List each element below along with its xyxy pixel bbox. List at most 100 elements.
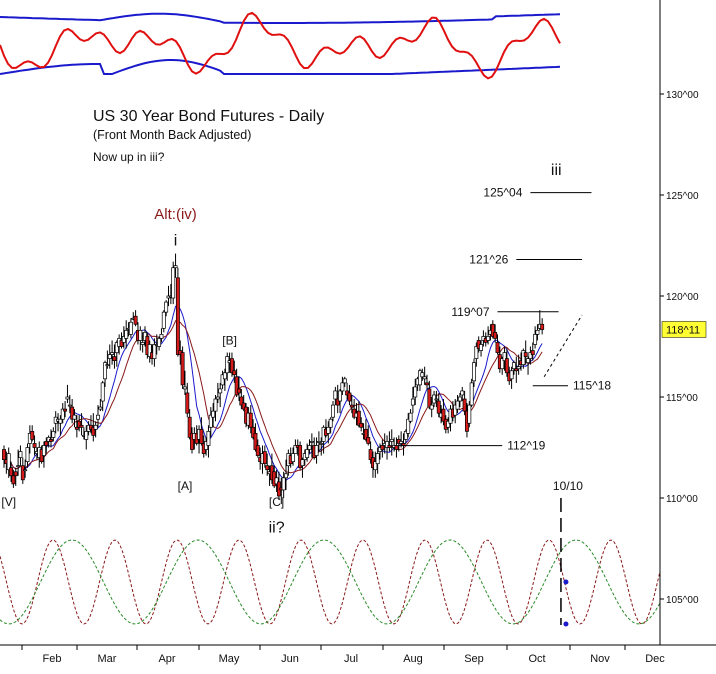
candle — [457, 392, 462, 408]
candle-body — [180, 352, 185, 386]
candle-body — [298, 445, 303, 469]
candle — [199, 417, 204, 446]
candle — [474, 342, 479, 367]
candle-body — [387, 445, 392, 448]
candle — [79, 413, 84, 436]
candle — [6, 447, 11, 478]
candle-body — [253, 433, 258, 450]
candle — [13, 467, 18, 486]
candle — [180, 346, 185, 389]
candle-body — [340, 382, 345, 392]
y-tick-label: 120^00 — [666, 292, 699, 303]
candle — [53, 411, 58, 434]
candle-body — [514, 368, 519, 372]
candle — [138, 326, 143, 351]
candle-body — [406, 418, 411, 434]
candle — [504, 348, 509, 377]
y-axis: 130^00 125^00 120^00 115^00 110^00 105^00 118^… — [660, 90, 707, 606]
candle — [373, 451, 378, 478]
candle — [366, 425, 371, 446]
candle — [133, 310, 138, 327]
candle-body — [446, 420, 451, 428]
candle-body — [211, 410, 216, 418]
candle-body — [20, 465, 25, 481]
candle-body — [32, 443, 37, 448]
candle-body — [138, 329, 143, 341]
candle-body — [316, 441, 321, 443]
x-tick-label: Feb — [43, 653, 62, 665]
candle — [453, 399, 458, 424]
candle — [410, 386, 415, 414]
x-tick-label: Nov — [590, 653, 610, 665]
candle-body — [490, 323, 495, 337]
candle-body — [98, 406, 103, 410]
candle — [420, 368, 425, 381]
candle — [107, 344, 112, 369]
candle-body — [366, 437, 371, 444]
wave-labels: [V] i Alt:(iv) [A] [B] [C] ii? iii 10/10 — [1, 162, 583, 627]
candle — [105, 350, 110, 369]
level-label: 125^04 — [483, 186, 522, 200]
candle — [218, 382, 223, 408]
candle — [528, 346, 533, 365]
x-tick-label: Aug — [403, 653, 423, 665]
y-tick-label: 110^00 — [666, 494, 698, 505]
candle-body — [509, 370, 514, 380]
candle-body — [523, 352, 528, 357]
candle-body — [441, 408, 446, 422]
candle-body — [493, 332, 498, 339]
candle — [429, 397, 434, 418]
candle — [387, 431, 392, 452]
candle — [493, 324, 498, 343]
x-tick-label: Sep — [464, 653, 484, 665]
candle-body — [234, 376, 239, 396]
candle — [281, 471, 286, 498]
candle — [241, 394, 246, 412]
candle — [72, 409, 77, 428]
candle-body — [349, 404, 354, 408]
wave-label: [V] — [1, 495, 16, 509]
candle — [469, 378, 474, 408]
candle-body — [128, 321, 133, 335]
candle-body — [18, 451, 23, 458]
last-price-badge: 118^11 — [661, 321, 707, 338]
candle — [51, 427, 56, 442]
short-cycle-line — [0, 539, 661, 625]
candle — [460, 386, 465, 402]
candle — [65, 384, 70, 404]
wave-label: [B] — [222, 333, 237, 347]
candle-body — [124, 329, 129, 339]
upper-band-line — [0, 12, 561, 24]
candle — [291, 447, 296, 466]
candle-body — [9, 467, 13, 477]
candle — [119, 332, 124, 349]
x-tick-label: Dec — [645, 653, 665, 665]
candle-body — [241, 402, 246, 410]
candle — [406, 413, 411, 438]
candle-body — [171, 267, 176, 299]
candle — [84, 425, 89, 450]
chart-note: Now up in iii? — [93, 150, 165, 164]
candle-body — [67, 404, 72, 407]
candle-body — [472, 362, 476, 382]
candle-body — [218, 388, 223, 394]
candle — [335, 384, 340, 414]
y-tick-label: 130^00 — [666, 90, 699, 101]
candle — [274, 469, 279, 492]
candle — [255, 439, 260, 458]
wave-label: i — [174, 233, 178, 250]
candle-body — [331, 404, 335, 418]
candle — [300, 457, 305, 478]
candle-body — [502, 352, 507, 361]
candle-body — [49, 439, 53, 442]
candle — [164, 300, 169, 317]
candle-body — [265, 465, 270, 471]
candle — [467, 401, 472, 428]
candle — [70, 399, 75, 424]
candle-body — [58, 418, 63, 424]
candle — [253, 423, 258, 452]
x-tick-label: Mar — [98, 653, 117, 665]
candle-body — [239, 396, 244, 406]
candle-body — [208, 414, 213, 428]
